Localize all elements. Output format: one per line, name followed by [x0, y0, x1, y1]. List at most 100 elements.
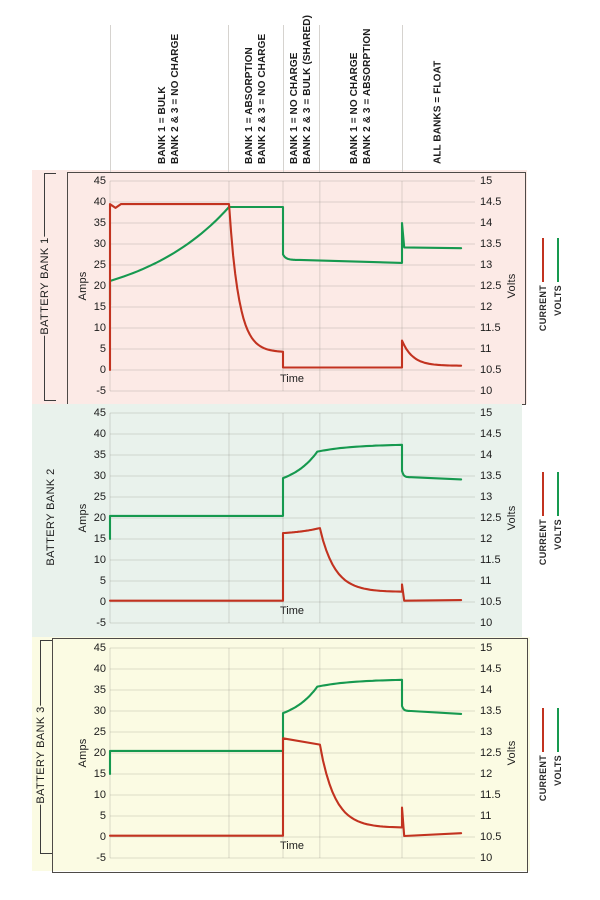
volts-legend-swatch: [557, 708, 559, 752]
volts-tick-label: 11.5: [480, 554, 501, 566]
volts-tick-label: 13: [480, 726, 493, 738]
amps-tick-label: 25: [93, 726, 106, 738]
plot-area: [108, 412, 475, 624]
phase-gridline: [401, 25, 403, 172]
battery-bank-3-panel: [32, 637, 530, 871]
battery-bank-2-title: BATTERY BANK 2: [45, 468, 57, 566]
amps-tick-label: -5: [96, 617, 106, 629]
volts-legend-label: VOLTS: [553, 519, 563, 550]
current-legend-label: CURRENT: [538, 519, 548, 566]
volts-tick-label: 11: [480, 343, 492, 355]
amps-tick-label: 15: [93, 301, 106, 313]
amps-tick-label: 10: [93, 789, 106, 801]
amps-tick-label: 0: [99, 831, 106, 843]
volts-tick-label: 13: [480, 491, 493, 503]
amps-tick-label: 0: [99, 364, 106, 376]
phase-label-text: ALL BANKS = FLOAT: [432, 14, 445, 164]
phase-label-float: ALL BANKS = FLOAT: [363, 14, 513, 164]
volts-tick-label: 14.5: [480, 428, 502, 440]
volts-tick-label: 10.5: [480, 596, 502, 608]
battery-bank-1-title: BATTERY BANK 1: [36, 236, 54, 336]
volts-tick-label: 10: [480, 385, 493, 397]
volts-tick-label: 12.5: [480, 280, 502, 292]
legend-bank-1: CURRENT VOLTS: [538, 238, 563, 331]
volts-tick-label: 13.5: [480, 470, 502, 482]
phase-gridline: [228, 25, 230, 172]
time-axis-label: Time: [279, 373, 305, 385]
legend-current: CURRENT: [538, 472, 548, 565]
volts-tick-label: 11.5: [480, 789, 501, 801]
amps-tick-label: 20: [93, 512, 106, 524]
amps-tick-label: 25: [93, 259, 106, 271]
amps-tick-label: 45: [93, 175, 106, 187]
amps-tick-label: -5: [96, 385, 106, 397]
volts-tick-label: 12: [480, 768, 493, 780]
volts-tick-label: 14.5: [480, 663, 502, 675]
volts-tick-label: 10: [480, 617, 493, 629]
amps-tick-label: 15: [93, 533, 106, 545]
phase-line-1: BANK 1 = NO CHARGE: [349, 52, 360, 164]
amps-tick-label: 40: [93, 196, 106, 208]
volts-legend-swatch: [557, 472, 559, 516]
phase-label-text: BANK 1 = BULK BANK 2 & 3 = NO CHARGE: [156, 14, 182, 164]
plot-area: [108, 180, 475, 392]
amps-tick-label: 10: [93, 322, 106, 334]
amps-tick-label: -5: [96, 852, 106, 864]
amps-tick-label: 20: [93, 280, 106, 292]
volts-tick-label: 14: [480, 217, 493, 229]
volts-tick-label: 11: [480, 575, 492, 587]
volts-tick-label: 10.5: [480, 831, 502, 843]
time-axis-label: Time: [279, 840, 305, 852]
current-legend-label: CURRENT: [538, 285, 548, 332]
legend-current: CURRENT: [538, 238, 548, 331]
phase-line-1: BANK 1 = BULK: [157, 86, 168, 164]
volts-tick-label: 15: [480, 175, 493, 187]
volts-tick-label: 10: [480, 852, 493, 864]
amps-tick-label: 25: [93, 491, 106, 503]
volts-legend-swatch: [557, 238, 559, 282]
volts-tick-label: 14: [480, 684, 493, 696]
volts-tick-label: 11.5: [480, 322, 501, 334]
amps-tick-label: 15: [93, 768, 106, 780]
volts-tick-label: 10.5: [480, 364, 502, 376]
phase-line-1: ALL BANKS = FLOAT: [432, 60, 444, 164]
volts-tick-label: 13.5: [480, 705, 502, 717]
phase-gridline: [109, 25, 111, 172]
amps-tick-label: 35: [93, 449, 106, 461]
legend-volts: VOLTS: [553, 708, 563, 801]
amps-tick-label: 5: [99, 343, 106, 355]
volts-tick-label: 14.5: [480, 196, 502, 208]
time-axis-label: Time: [279, 605, 305, 617]
legend-bank-2: CURRENT VOLTS: [538, 472, 563, 565]
legend-bank-3: CURRENT VOLTS: [538, 708, 563, 801]
legend-volts: VOLTS: [553, 238, 563, 331]
volts-tick-label: 12.5: [480, 747, 502, 759]
current-legend-swatch: [542, 238, 544, 282]
amps-tick-label: 45: [93, 407, 106, 419]
amps-tick-label: 35: [93, 684, 106, 696]
legend-volts: VOLTS: [553, 472, 563, 565]
volts-tick-label: 14: [480, 449, 493, 461]
volts-line: [108, 205, 463, 306]
current-line: [108, 737, 463, 838]
current-line: [108, 527, 463, 602]
volts-tick-label: 15: [480, 642, 493, 654]
volts-tick-label: 11: [480, 810, 492, 822]
amps-tick-label: 10: [93, 554, 106, 566]
volts-tick-label: 15: [480, 407, 493, 419]
amps-tick-label: 0: [99, 596, 106, 608]
amps-tick-label: 40: [93, 663, 106, 675]
phase-gridline: [282, 25, 284, 172]
amps-tick-label: 30: [93, 470, 106, 482]
current-legend-label: CURRENT: [538, 755, 548, 802]
volts-tick-label: 12: [480, 533, 493, 545]
battery-bank-3-title: BATTERY BANK 3: [32, 705, 50, 805]
plot-area: [108, 647, 475, 859]
amps-tick-label: 20: [93, 747, 106, 759]
volts-tick-label: 13.5: [480, 238, 502, 250]
volts-tick-label: 13: [480, 259, 493, 271]
amps-tick-label: 30: [93, 705, 106, 717]
current-legend-swatch: [542, 472, 544, 516]
volts-tick-label: 12: [480, 301, 493, 313]
legend-current: CURRENT: [538, 708, 548, 801]
